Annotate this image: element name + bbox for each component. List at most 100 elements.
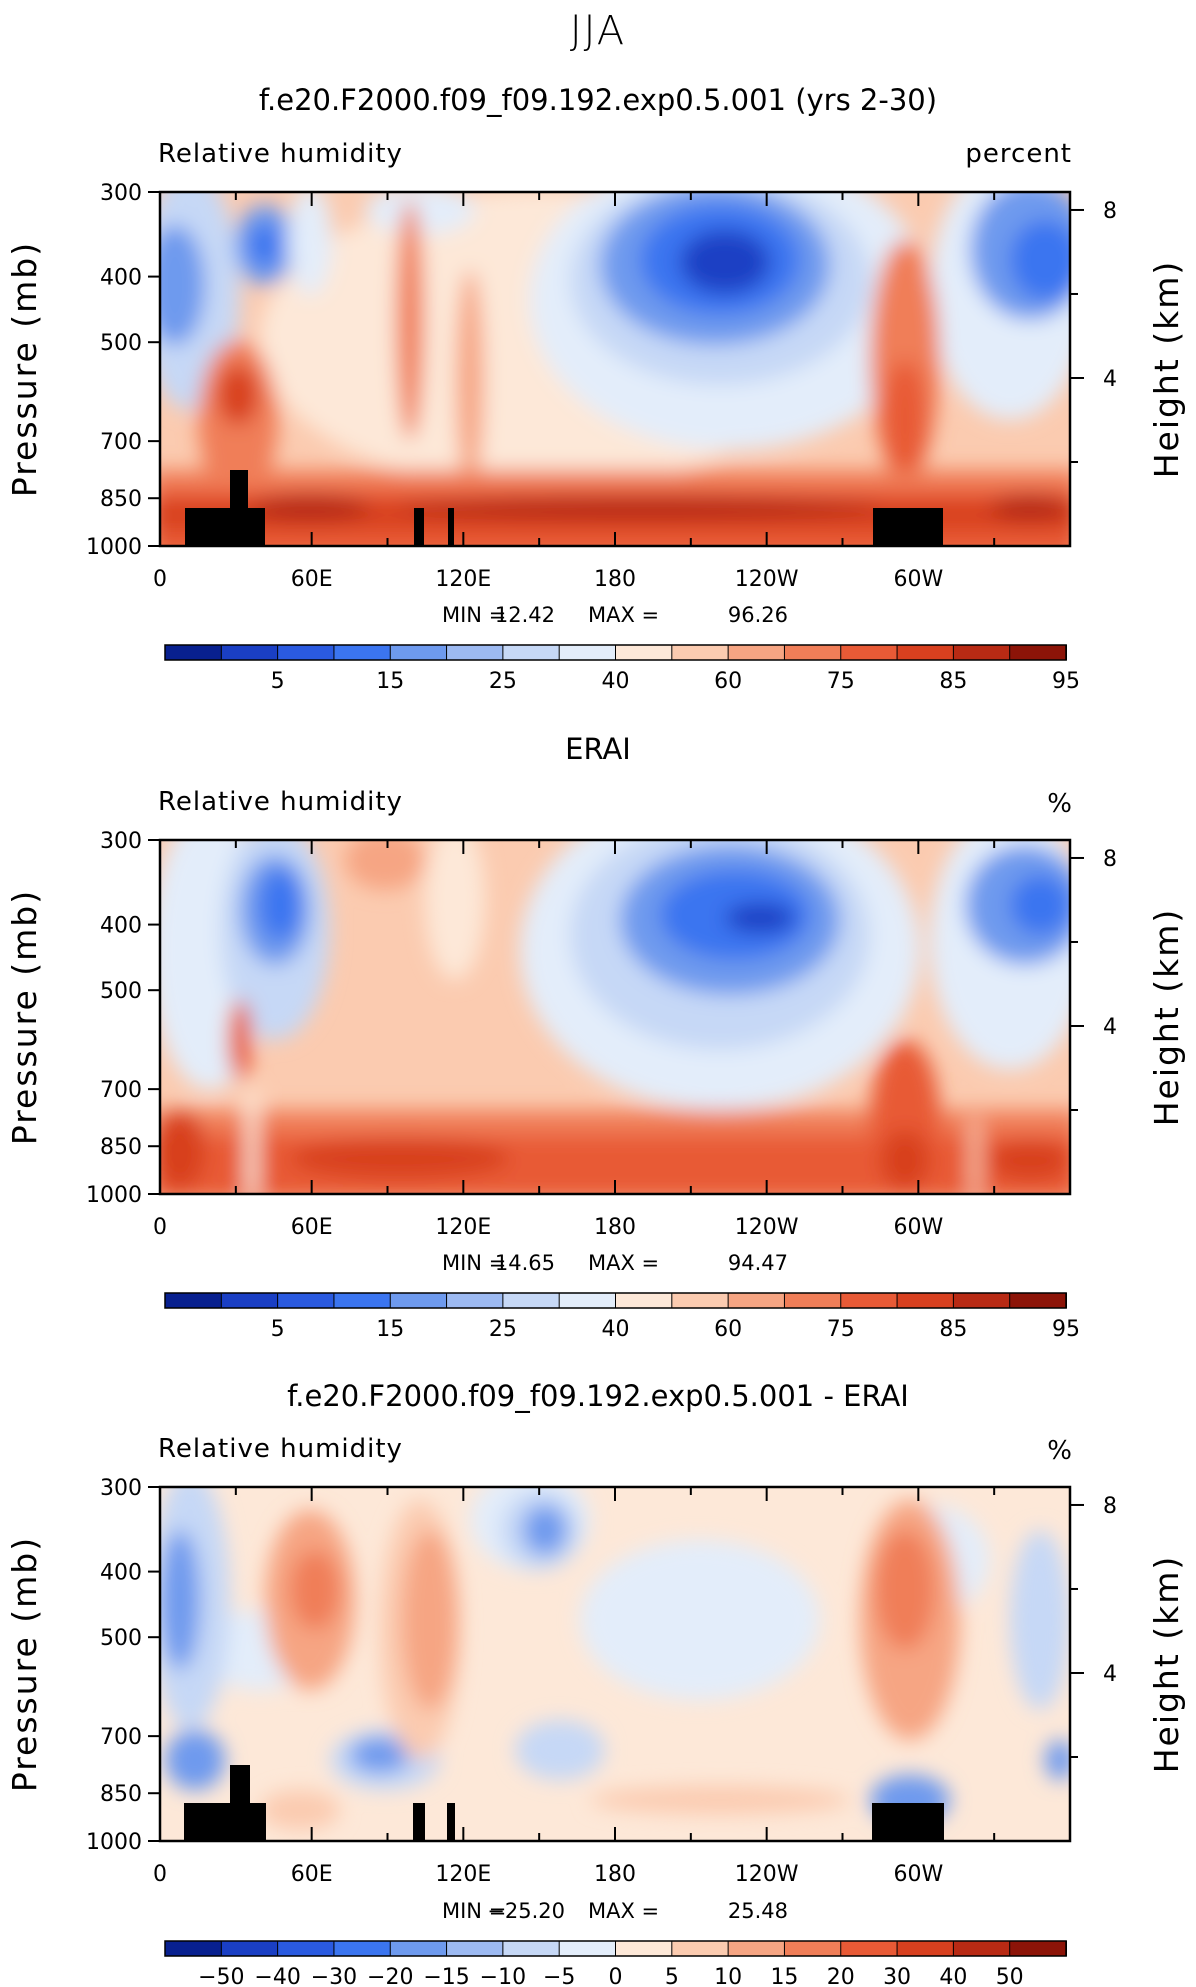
variable-label: Relative humidity <box>158 1434 403 1464</box>
panel-title: f.e20.F2000.f09_f09.192.exp0.5.001 - ERA… <box>287 1379 909 1413</box>
x-tick-label: 60E <box>291 1215 333 1240</box>
contour-blob <box>456 270 484 490</box>
contour-blob <box>250 494 370 522</box>
contour-blob <box>425 840 485 980</box>
colorbar-label: 5 <box>271 669 285 694</box>
colorbar-label: 0 <box>609 1965 623 1987</box>
colorbar-swatch <box>220 1292 279 1309</box>
plot-area <box>160 192 1070 546</box>
colorbar-swatch <box>840 1292 899 1309</box>
y2-tick-label: 8 <box>1103 1494 1117 1519</box>
contour-blob <box>883 360 927 480</box>
colorbar-label: −50 <box>198 1965 244 1987</box>
colorbar-swatch <box>502 644 561 661</box>
y-tick-label: 700 <box>100 430 142 455</box>
colorbar-label: 25 <box>489 1317 517 1342</box>
colorbar-swatch <box>727 1292 786 1309</box>
colorbar-label: 95 <box>1052 669 1080 694</box>
min-max: MIN = 14.65 MAX = 94.47 <box>442 1251 788 1275</box>
colorbar-label: −10 <box>480 1965 526 1987</box>
y-axis-label: Pressure (mb) <box>5 889 44 1145</box>
y-tick-label: 850 <box>100 1135 142 1160</box>
x-tick-label: 60E <box>291 1862 333 1887</box>
contour-blob <box>515 1720 605 1780</box>
y-tick-label: 300 <box>100 829 142 854</box>
y2-tick-label: 4 <box>1103 367 1117 392</box>
y2-tick-label: 4 <box>1103 1015 1117 1040</box>
colorbar: 5 15 25 40 60 75 85 95 <box>164 644 1080 694</box>
x-tick-label: 0 <box>153 567 167 592</box>
colorbar-swatch <box>952 1940 1011 1957</box>
axes: 0 60E 120E 180 120W 60W 300 400 500 700 850 1000 8 4 <box>86 181 1117 592</box>
svg-text:14.65: 14.65 <box>495 1251 555 1275</box>
colorbar-swatch <box>164 644 223 661</box>
min-max: MIN = 12.42 MAX = 96.26 <box>442 603 788 627</box>
colorbar-frame <box>164 1940 1067 1957</box>
y2-axis-label: Height (km) <box>1147 1555 1186 1774</box>
colorbar-swatch <box>558 644 617 661</box>
y-axis-label: Pressure (mb) <box>5 241 44 497</box>
season-title: JJA <box>570 8 626 54</box>
colorbar-label: 75 <box>827 1317 855 1342</box>
colorbar-label: 50 <box>996 1965 1024 1987</box>
colorbar-label: −40 <box>254 1965 300 1987</box>
y-tick-label: 400 <box>100 1561 142 1586</box>
colorbar-swatch <box>277 1940 335 1957</box>
contour-blob <box>350 1737 410 1773</box>
y-tick-label: 300 <box>100 181 142 206</box>
x-tick-label: 120E <box>435 1215 491 1240</box>
colorbar-swatch <box>446 644 504 661</box>
colorbar: 5 15 25 40 60 75 85 95 <box>164 1292 1080 1342</box>
colorbar-swatch <box>952 1292 1011 1309</box>
svg-text:MAX =: MAX = <box>588 1899 659 1923</box>
svg-text:MIN =: MIN = <box>442 1899 506 1923</box>
colorbar-label: 25 <box>489 669 517 694</box>
colorbar-label: 30 <box>883 1965 911 1987</box>
colorbar-swatch <box>783 1292 842 1309</box>
contour-blob <box>249 225 281 265</box>
contour-blob <box>260 870 300 940</box>
contour-blob <box>290 1550 340 1630</box>
contour-blob <box>680 230 770 294</box>
colorbar-swatch <box>277 1292 335 1309</box>
y-tick-label: 850 <box>100 487 142 512</box>
contour-blob <box>580 1540 820 1700</box>
contour-blob <box>1010 220 1070 300</box>
colorbar-label: −15 <box>423 1965 469 1987</box>
y-tick-label: 700 <box>100 1725 142 1750</box>
y-tick-label: 1000 <box>86 1830 142 1855</box>
y2-axis-label: Height (km) <box>1147 908 1186 1127</box>
x-tick-label: 0 <box>153 1862 167 1887</box>
x-tick-label: 60W <box>893 567 943 592</box>
panel-difference: f.e20.F2000.f09_f09.192.exp0.5.001 - ERA… <box>5 1379 1186 1987</box>
contour-blob <box>970 1120 980 1194</box>
variable-label: Relative humidity <box>158 139 403 169</box>
colorbar-label: −20 <box>367 1965 413 1987</box>
colorbar-swatch <box>840 644 899 661</box>
contour-blob <box>990 1140 1070 1180</box>
colorbar-label: −5 <box>543 1965 575 1987</box>
colorbar-swatch <box>896 1292 955 1309</box>
colorbar-label: 15 <box>376 1317 404 1342</box>
min-max: MIN = −25.20 MAX = 25.48 <box>442 1899 788 1923</box>
colorbar-swatch <box>952 644 1011 661</box>
colorbar-swatch <box>671 644 730 661</box>
colorbar-swatch <box>783 644 842 661</box>
colorbar-label: 85 <box>939 669 967 694</box>
colorbar-swatch <box>333 1940 392 1957</box>
svg-text:MIN =: MIN = <box>442 603 506 627</box>
contour-blob <box>365 192 475 235</box>
colorbar-label: 40 <box>939 1965 967 1987</box>
x-tick-label: 180 <box>594 567 636 592</box>
colorbar-swatch <box>164 1292 223 1309</box>
colorbar-swatch <box>896 1940 955 1957</box>
contour-blob <box>246 1090 258 1194</box>
x-tick-label: 120W <box>735 1862 799 1887</box>
svg-text:−25.20: −25.20 <box>487 1899 565 1923</box>
panel-erai: ERAI Relative humidity % <box>5 732 1186 1342</box>
colorbar-swatch <box>502 1292 561 1309</box>
axes: 0 60E 120E 180 120W 60W 300 400 500 700 850 1000 8 4 <box>86 1476 1117 1887</box>
colorbar-swatch <box>220 644 279 661</box>
contour-blob <box>523 1505 567 1555</box>
